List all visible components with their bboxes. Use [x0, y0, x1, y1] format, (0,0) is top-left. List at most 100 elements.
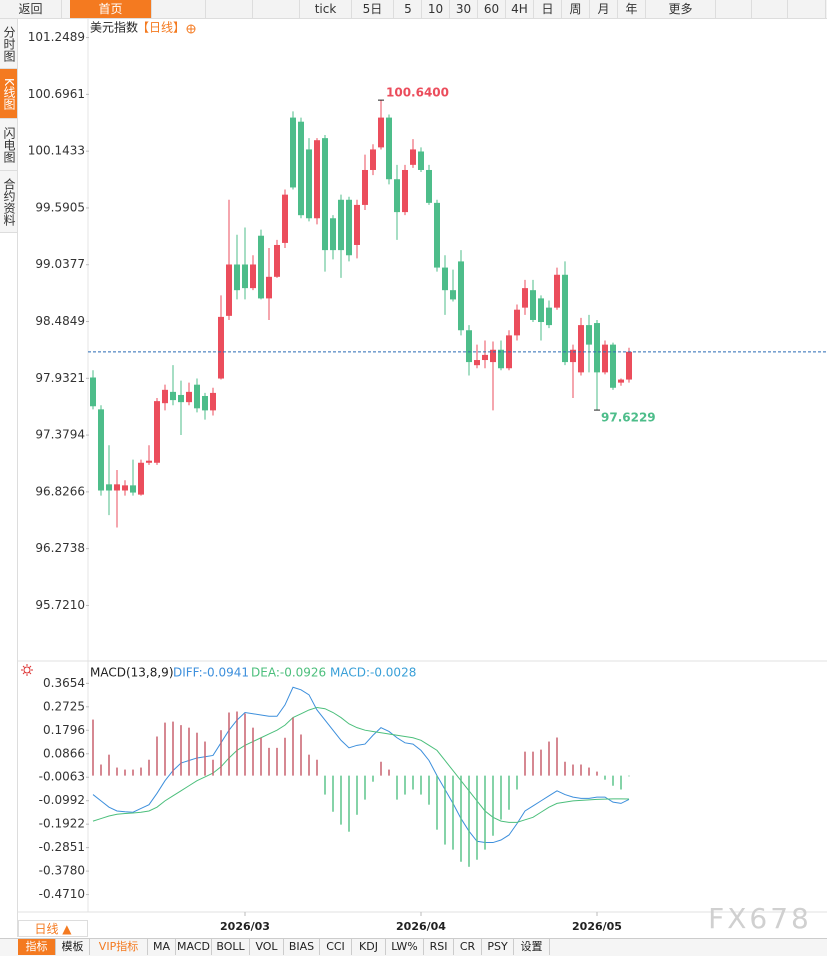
period-item[interactable]: 30: [450, 0, 478, 18]
tool-icon[interactable]: [207, 0, 253, 18]
y-tick-label: -0.1922: [39, 817, 85, 831]
tool-icon[interactable]: [254, 0, 300, 18]
back-button[interactable]: 返回: [0, 0, 62, 18]
period-button[interactable]: 日线 ▲: [18, 920, 88, 937]
candle-body: [554, 274, 560, 308]
candle-body: [402, 169, 408, 213]
candle-body: [258, 235, 264, 299]
tool-icon[interactable]: [790, 0, 826, 18]
candle-body: [626, 351, 632, 380]
candle-body: [226, 264, 232, 316]
bottom-tab[interactable]: BIAS: [284, 939, 320, 955]
legend-entry: MACD:-0.0028: [330, 666, 416, 680]
bottom-tab[interactable]: LW%: [386, 939, 424, 955]
period-item[interactable]: 周: [562, 0, 590, 18]
bottom-tab[interactable]: PSY: [482, 939, 514, 955]
bottom-tab[interactable]: 指标: [18, 939, 56, 955]
candle-body: [522, 288, 528, 308]
bottom-tab[interactable]: KDJ: [352, 939, 386, 955]
bottom-tab[interactable]: VOL: [250, 939, 284, 955]
candle-body: [314, 140, 320, 219]
y-tick-label: -0.3780: [39, 864, 85, 878]
period-item[interactable]: 4H: [506, 0, 534, 18]
period-item[interactable]: 5: [395, 0, 422, 18]
candle-body: [466, 330, 472, 363]
candle-body: [202, 395, 208, 411]
tool-icon[interactable]: [160, 0, 206, 18]
tool-icon[interactable]: [716, 0, 752, 18]
x-tick-label: 2026/05: [572, 920, 622, 933]
candle-body: [562, 274, 568, 363]
candle-body: [322, 138, 328, 251]
bottom-tab[interactable]: VIP指标: [90, 939, 148, 955]
candle-body: [426, 169, 432, 203]
bottom-tab[interactable]: MA: [148, 939, 176, 955]
period-item[interactable]: 月: [590, 0, 618, 18]
candle-body: [274, 244, 280, 277]
bottom-tab[interactable]: 模板: [56, 939, 90, 955]
side-tab[interactable]: 合约资料: [0, 171, 17, 233]
candle-body: [514, 309, 520, 336]
y-tick-label: -0.0063: [39, 770, 85, 784]
candle-body: [378, 117, 384, 148]
y-tick-label: 0.0866: [43, 746, 85, 760]
candle-body: [338, 199, 344, 251]
y-tick-label: -0.2851: [39, 840, 85, 854]
candle-body: [290, 117, 296, 188]
period-item[interactable]: tick: [300, 0, 352, 18]
candle-body: [106, 484, 112, 491]
candle-body: [410, 149, 416, 165]
period-item[interactable]: 日: [534, 0, 562, 18]
legend-entry: DEA:-0.0926: [251, 666, 326, 680]
bottom-tab[interactable]: 设置: [514, 939, 550, 955]
candle-body: [546, 307, 552, 326]
candle-body: [218, 316, 224, 379]
sidebar: 分时图 K线图 闪电图 合约资料: [0, 19, 18, 937]
y-tick-label: 96.2738: [35, 541, 85, 555]
y-tick-label: 97.9321: [35, 371, 85, 385]
period-item[interactable]: 60: [478, 0, 506, 18]
candle-body: [98, 409, 104, 491]
candle-body: [570, 349, 576, 363]
bottom-tab[interactable]: RSI: [424, 939, 454, 955]
y-tick-label: -0.4710: [39, 887, 85, 901]
bottom-tab[interactable]: BOLL: [212, 939, 250, 955]
candle-body: [282, 194, 288, 243]
macd-line: [92, 686, 630, 844]
home-button[interactable]: 首页: [70, 0, 152, 18]
candle-body: [250, 264, 256, 289]
period-item[interactable]: 10: [422, 0, 450, 18]
indicator-title: MACD(13,8,9): [90, 666, 174, 680]
candle-body: [122, 485, 128, 491]
candle-body: [346, 199, 352, 256]
chart-title: 美元指数: [90, 20, 138, 35]
settings-icon[interactable]: [21, 664, 33, 676]
toolbar: 返回 首页 tick 5日 5 10 30 60 4H 日周月年更多: [0, 0, 827, 19]
bottom-tab[interactable]: MACD: [176, 939, 212, 955]
settings-icon: [23, 666, 31, 674]
period-item[interactable]: 年: [618, 0, 646, 18]
candle-body: [434, 202, 440, 268]
period-item[interactable]: 5日: [352, 0, 394, 18]
side-tab[interactable]: 闪电图: [0, 119, 17, 171]
x-tick-label: 2026/03: [220, 920, 270, 933]
y-tick-label: 0.1796: [43, 723, 85, 737]
candle-body: [474, 360, 480, 366]
y-tick-label: 99.5905: [35, 200, 85, 214]
candle-body: [538, 298, 544, 323]
candle-body: [362, 169, 368, 205]
bottom-tab[interactable]: CCI: [320, 939, 352, 955]
high-annotation: 100.6400: [386, 86, 449, 100]
tool-icon[interactable]: [752, 0, 788, 18]
candle-body: [330, 218, 336, 251]
candle-body: [210, 392, 216, 411]
candle-body: [418, 151, 424, 170]
chart-subtitle: 【日线】: [137, 21, 185, 35]
side-tab[interactable]: 分时图: [0, 19, 17, 69]
bottom-tab[interactable]: CR: [454, 939, 482, 955]
side-tab[interactable]: K线图: [0, 69, 17, 119]
y-tick-label: 0.3654: [43, 676, 85, 690]
more-button[interactable]: 更多: [646, 0, 716, 18]
